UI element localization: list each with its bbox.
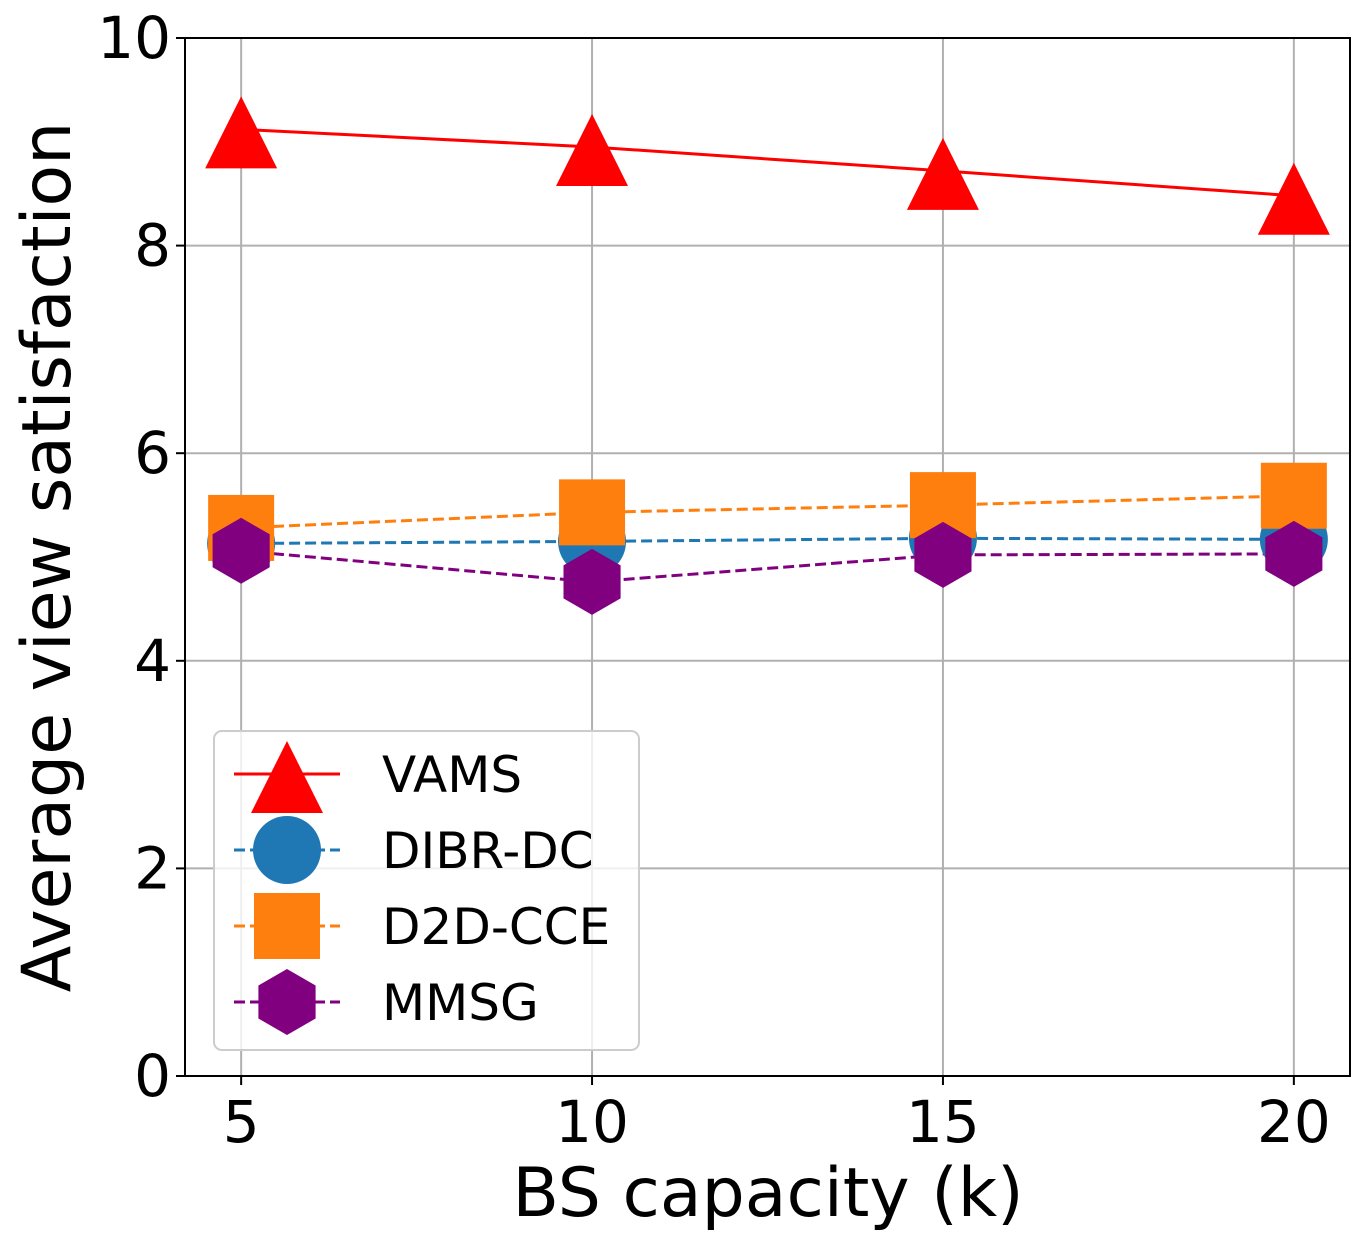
x-axis-label: BS capacity (k) bbox=[512, 1154, 1023, 1233]
data-point-vams bbox=[906, 137, 979, 210]
series-lines bbox=[240, 127, 1295, 584]
x-tick-label: 20 bbox=[1257, 1088, 1331, 1156]
legend-marker-mmsg bbox=[258, 969, 316, 1035]
series-line-vams bbox=[241, 127, 1295, 198]
y-tick-label: 2 bbox=[134, 834, 171, 902]
legend-marker-d2d-cce bbox=[254, 893, 320, 959]
legend: VAMS DIBR-DC D2D-CCE MMSG bbox=[213, 730, 640, 1051]
legend-marker-vams bbox=[251, 741, 323, 813]
legend-label-d2d-cce: D2D-CCE bbox=[382, 898, 610, 956]
data-point-mmsg bbox=[212, 517, 270, 584]
y-tick-label: 8 bbox=[134, 212, 171, 280]
data-point-vams bbox=[556, 113, 629, 186]
plot-frame bbox=[184, 37, 1351, 1077]
legend-label-dibr-dc: DIBR-DC bbox=[382, 822, 594, 880]
data-point-vams bbox=[1257, 162, 1330, 235]
y-tick-label: 10 bbox=[97, 4, 171, 72]
legend-marker-dibr-dc bbox=[253, 816, 321, 884]
x-tick-label: 10 bbox=[555, 1088, 629, 1156]
data-point-mmsg bbox=[914, 521, 972, 588]
y-tick-label: 4 bbox=[134, 627, 171, 695]
axis-ticks: 5 10 15 20 0 2 4 6 8 10 bbox=[97, 4, 1331, 1156]
data-point-d2d-cce bbox=[559, 479, 626, 546]
x-tick-label: 15 bbox=[906, 1088, 980, 1156]
y-axis-label: Average view satisfaction bbox=[8, 122, 87, 992]
y-tick-label: 0 bbox=[134, 1042, 171, 1110]
data-point-mmsg bbox=[563, 548, 621, 615]
series-markers bbox=[205, 96, 1330, 615]
series-line-mmsg bbox=[240, 549, 1294, 584]
legend-label-mmsg: MMSG bbox=[382, 974, 539, 1032]
x-tick-label: 5 bbox=[223, 1088, 260, 1156]
data-point-vams bbox=[205, 96, 278, 169]
legend-label-vams: VAMS bbox=[382, 746, 522, 804]
data-point-mmsg bbox=[1265, 520, 1323, 587]
y-tick-label: 6 bbox=[134, 419, 171, 487]
data-point-d2d-cce bbox=[1260, 462, 1327, 529]
